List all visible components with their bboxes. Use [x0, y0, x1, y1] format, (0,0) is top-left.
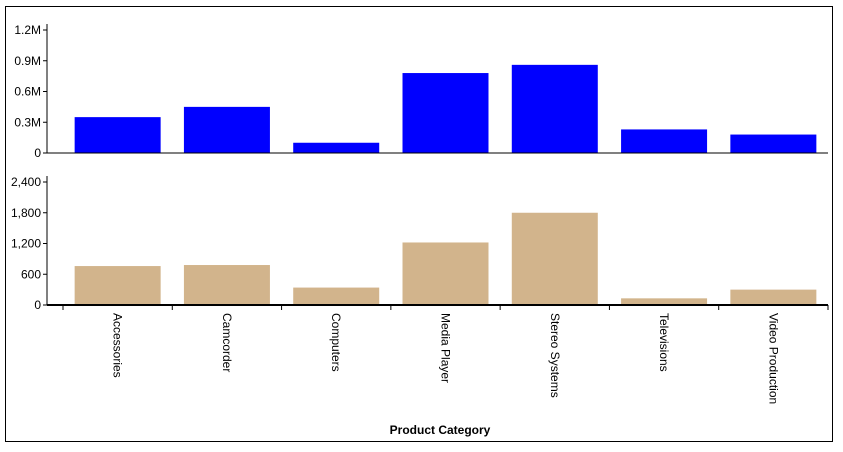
y-tick-label: 0.6M — [14, 85, 41, 99]
category-label: Video Production — [766, 313, 780, 404]
bar-panel-1-media-player — [402, 73, 489, 153]
bar-panel-1-televisions — [621, 129, 708, 153]
category-label: Media Player — [439, 313, 453, 383]
bar-panel-1-accessories — [74, 117, 161, 153]
bar-panel-1-stereo-systems — [511, 64, 598, 153]
category-label: Computers — [329, 313, 343, 372]
y-tick-label: 0.3M — [14, 115, 41, 129]
y-tick-label: 1,200 — [11, 237, 41, 251]
bar-panel-2-camcorder — [183, 265, 270, 305]
bar-panel-2-video-production — [730, 289, 817, 305]
y-tick-label: 1,800 — [11, 206, 41, 220]
y-tick-label: 1.2M — [14, 23, 41, 37]
category-label: Accessories — [111, 313, 125, 378]
category-label: Televisions — [657, 313, 671, 372]
bar-panel-2-stereo-systems — [511, 212, 598, 305]
y-tick-label: 0.9M — [14, 54, 41, 68]
bar-panel-2-televisions — [621, 298, 708, 305]
category-label: Stereo Systems — [548, 313, 562, 398]
bar-panel-2-accessories — [74, 266, 161, 305]
y-tick-label: 600 — [21, 267, 41, 281]
bar-panel-2-computers — [293, 287, 380, 305]
bar-panel-1-computers — [293, 142, 380, 153]
bar-panel-1-camcorder — [183, 106, 270, 153]
y-tick-label: 0 — [34, 146, 41, 160]
bar-panel-1-video-production — [730, 134, 817, 153]
bar-panel-2-media-player — [402, 242, 489, 305]
category-label: Camcorder — [220, 313, 234, 372]
y-tick-label: 0 — [34, 298, 41, 312]
y-tick-label: 2,400 — [11, 175, 41, 189]
x-axis-title: Product Category — [390, 423, 491, 437]
